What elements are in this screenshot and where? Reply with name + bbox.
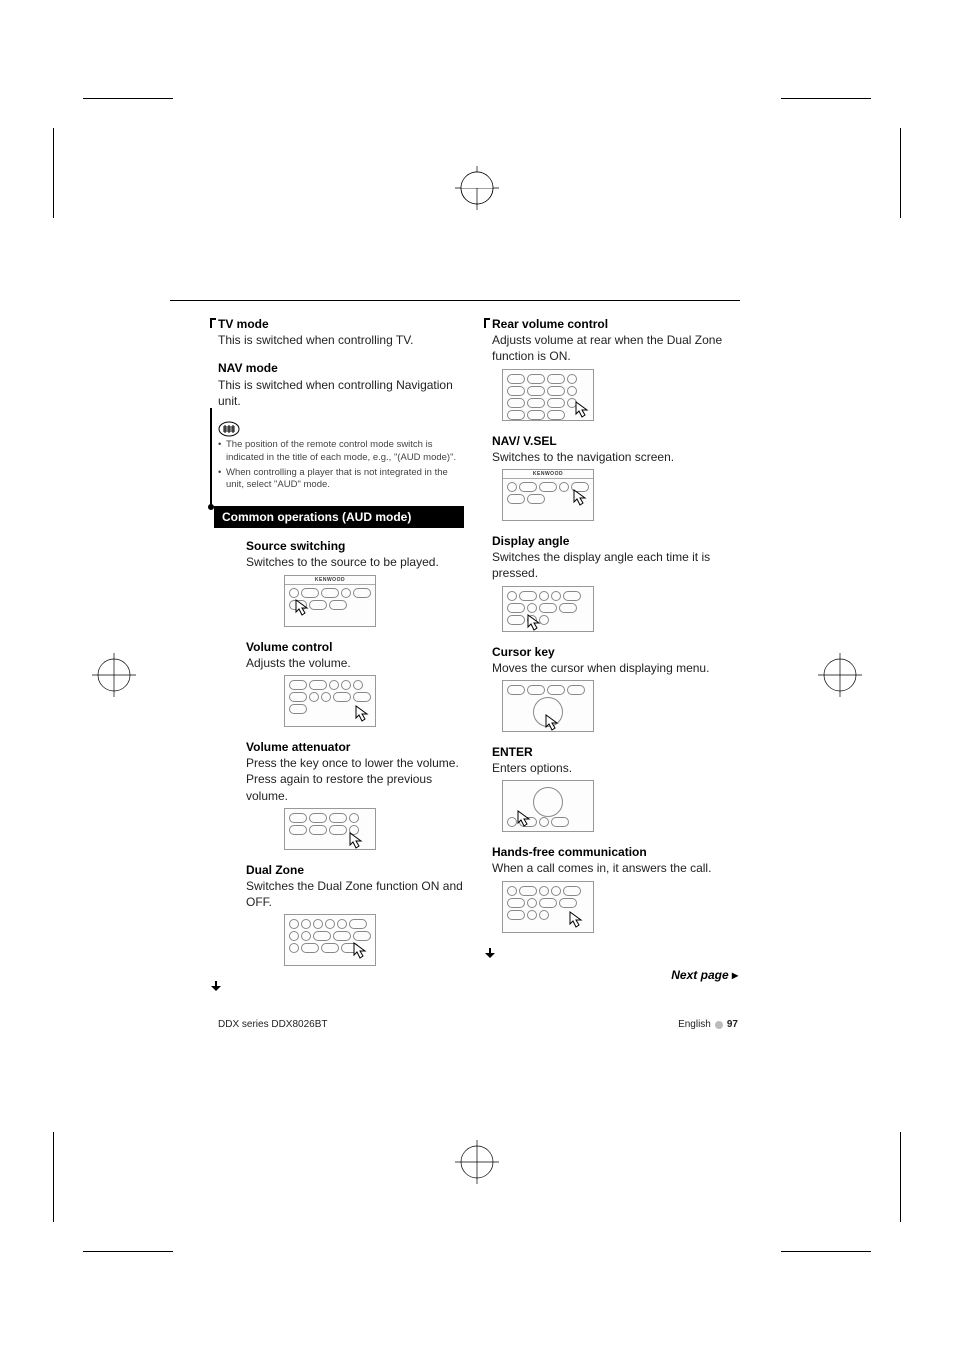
pointer-icon	[347, 831, 367, 851]
note-rule	[210, 408, 212, 506]
arrow-down-icon	[484, 945, 738, 963]
tv-mode-heading: TV mode	[218, 316, 464, 332]
note-item: When controlling a player that is not in…	[218, 467, 464, 493]
remote-figure	[502, 780, 594, 832]
column-marker-icon	[484, 318, 492, 328]
cursor-text: Moves the cursor when displaying menu.	[492, 660, 738, 676]
remote-figure	[284, 914, 376, 966]
rear-heading: Rear volume control	[492, 316, 738, 332]
column-marker-icon	[210, 318, 218, 328]
remote-figure	[502, 881, 594, 933]
left-column: TV mode This is switched when controllin…	[218, 300, 464, 996]
enter-heading: ENTER	[492, 744, 738, 760]
note-dot	[208, 504, 214, 510]
registration-left	[92, 653, 136, 697]
registration-bottom	[455, 1140, 499, 1184]
remote-figure	[502, 369, 594, 421]
bullet-icon	[715, 1021, 723, 1029]
next-page-text: Next page	[671, 968, 728, 982]
section-band: Common operations (AUD mode)	[214, 506, 464, 528]
footer-language: English	[678, 1019, 711, 1030]
right-column: Rear volume control Adjusts volume at re…	[492, 300, 738, 996]
footer-model: DDX series DDX8026BT	[218, 1019, 327, 1030]
arrow-down-icon	[210, 978, 464, 996]
remote-figure	[284, 675, 376, 727]
triangle-right-icon: ▸	[732, 968, 738, 982]
attenuator-text-2: Press again to restore the previous volu…	[246, 771, 464, 803]
note-item: The position of the remote control mode …	[218, 439, 464, 465]
footer-page-number: 97	[727, 1019, 738, 1030]
enter-text: Enters options.	[492, 760, 738, 776]
pointer-icon	[353, 704, 373, 724]
cursor-heading: Cursor key	[492, 644, 738, 660]
pointer-icon	[571, 488, 591, 508]
pointer-icon	[543, 713, 563, 733]
nav-mode-heading: NAV mode	[218, 360, 464, 376]
remote-figure	[502, 680, 594, 732]
pointer-icon	[525, 613, 545, 633]
source-heading: Source switching	[246, 538, 464, 554]
registration-top	[455, 166, 499, 210]
handsfree-text: When a call comes in, it answers the cal…	[492, 860, 738, 876]
pointer-icon	[515, 809, 535, 829]
pointer-icon	[567, 910, 587, 930]
handsfree-heading: Hands-free communication	[492, 844, 738, 860]
next-page-label: Next page ▸	[671, 968, 738, 982]
brand-label: KENWOOD	[503, 470, 593, 479]
volume-heading: Volume control	[246, 639, 464, 655]
rear-text: Adjusts volume at rear when the Dual Zon…	[492, 332, 738, 364]
page-content: TV mode This is switched when controllin…	[218, 300, 738, 996]
page-footer: DDX series DDX8026BT English 97	[218, 1019, 738, 1030]
pointer-icon	[293, 598, 313, 618]
remote-figure: KENWOOD	[284, 575, 376, 627]
dualzone-heading: Dual Zone	[246, 862, 464, 878]
navvsel-heading: NAV/ V.SEL	[492, 433, 738, 449]
angle-text: Switches the display angle each time it …	[492, 549, 738, 581]
tv-mode-text: This is switched when controlling TV.	[218, 332, 464, 348]
pointer-icon	[351, 941, 371, 961]
volume-text: Adjusts the volume.	[246, 655, 464, 671]
brand-label: KENWOOD	[285, 576, 375, 585]
dualzone-text: Switches the Dual Zone function ON and O…	[246, 878, 464, 910]
note-icon	[218, 421, 464, 437]
remote-figure	[284, 808, 376, 850]
attenuator-heading: Volume attenuator	[246, 739, 464, 755]
angle-heading: Display angle	[492, 533, 738, 549]
navvsel-text: Switches to the navigation screen.	[492, 449, 738, 465]
notes-list: The position of the remote control mode …	[218, 439, 464, 492]
source-text: Switches to the source to be played.	[246, 554, 464, 570]
pointer-icon	[573, 400, 593, 420]
nav-mode-text: This is switched when controlling Naviga…	[218, 377, 464, 409]
attenuator-text-1: Press the key once to lower the volume.	[246, 755, 464, 771]
remote-figure: KENWOOD	[502, 469, 594, 521]
registration-right	[818, 653, 862, 697]
remote-figure	[502, 586, 594, 632]
